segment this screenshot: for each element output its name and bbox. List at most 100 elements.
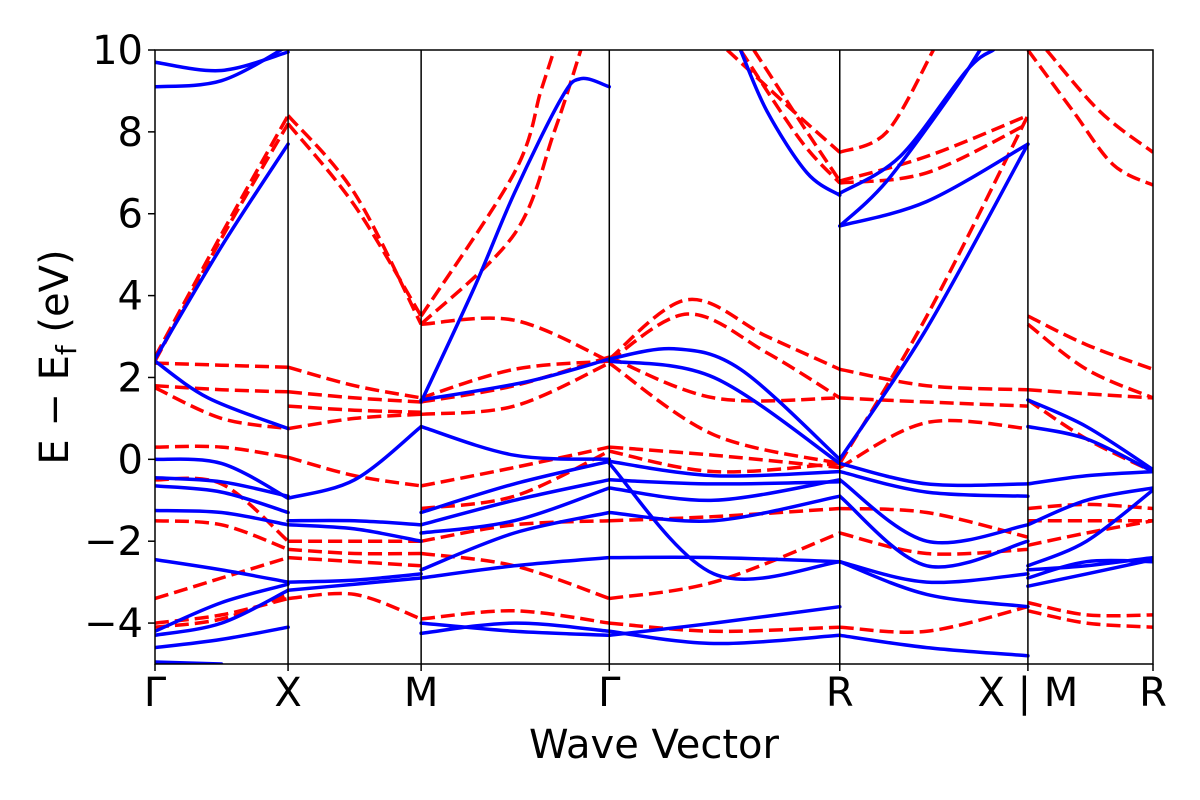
solid-bands-line <box>738 50 842 198</box>
solid-bands-line <box>607 459 842 478</box>
solid-bands-line <box>419 621 612 636</box>
solid-bands-line <box>155 142 290 361</box>
solid-bands-line <box>838 461 1030 488</box>
solid-bands-line <box>838 142 1030 228</box>
dashed-bands-line <box>420 445 610 488</box>
solid-bands-line <box>286 424 423 500</box>
dashed-bands-line <box>155 596 289 625</box>
solid-bands-line <box>286 576 423 593</box>
y-tick-label: 8 <box>118 110 143 156</box>
solid-bands-line <box>838 559 1030 585</box>
plot-frame <box>154 49 1154 665</box>
dashed-bands-line <box>155 386 289 431</box>
dashed-bands-line <box>287 365 422 400</box>
solid-bands-line <box>607 478 842 486</box>
dashed-bands-line <box>419 50 556 318</box>
solid-bands-line <box>419 486 612 535</box>
dashed-bands-line <box>608 312 841 400</box>
dashed-bands-line <box>609 531 841 601</box>
dashed-bands-line <box>1027 314 1153 371</box>
dashed-bands-line <box>155 444 289 460</box>
dashed-bands-line <box>839 367 1028 392</box>
solid-bands-line <box>607 359 842 466</box>
solid-bands-line <box>155 625 290 650</box>
y-axis-title-main: E − E <box>32 355 78 465</box>
y-tick-label: 2 <box>118 355 143 401</box>
dashed-bands-line <box>608 355 840 403</box>
y-tick-label: −2 <box>84 519 143 565</box>
solid-bands-line <box>419 621 612 638</box>
dashed-bands-line <box>1045 50 1153 154</box>
solid-bands-line <box>155 582 290 634</box>
x-tick-label: X | M <box>978 670 1079 716</box>
dashed-bands-line <box>155 592 289 629</box>
dashed-bands-line <box>155 476 290 543</box>
dashed-bands-line <box>1027 600 1153 618</box>
solid-bands-line <box>1026 424 1153 474</box>
dashed-bands-line <box>1027 518 1153 548</box>
y-axis-title-subscript: f <box>50 344 83 355</box>
solid-bands-line <box>155 484 290 515</box>
solid-bands-line <box>155 457 290 500</box>
dashed-bands-line <box>420 518 610 543</box>
solid-bands-line <box>419 424 612 462</box>
solid-bands-line <box>838 142 1030 462</box>
solid-bands-line <box>838 469 1030 498</box>
solid-bands-line <box>607 555 842 564</box>
solid-bands-line <box>607 494 842 523</box>
dashed-bands-line <box>421 316 610 363</box>
y-axis-title: E − Ef (eV) <box>32 249 83 464</box>
y-tick-label: 0 <box>118 437 143 483</box>
x-tick-label: R <box>1139 670 1167 716</box>
solid-bands-line <box>155 476 290 498</box>
y-tick-label: −4 <box>84 601 143 647</box>
x-tick-label: X <box>274 670 301 716</box>
solid-bands-line <box>1026 486 1153 527</box>
high-symmetry-lines <box>287 50 1029 664</box>
solid-bands-line <box>1026 557 1153 588</box>
solid-bands-line <box>607 629 842 646</box>
dashed-bands-line <box>155 518 289 552</box>
solid-bands-line <box>419 459 612 515</box>
solid-bands-line <box>838 50 996 196</box>
solid-bands-line <box>1026 469 1153 486</box>
y-tick-label: 6 <box>118 192 143 238</box>
solid-bands-line <box>155 508 290 527</box>
solid-bands-line <box>838 494 1030 569</box>
solid-bands-line <box>1026 398 1153 472</box>
solid-bands-line <box>419 76 612 404</box>
y-tick-label: 4 <box>118 274 143 320</box>
solid-bands-line <box>419 478 612 527</box>
dashed-bands-line <box>420 609 610 625</box>
solid-bands-line <box>286 572 423 584</box>
x-tick-label: R <box>826 670 854 716</box>
dashed-bands-line <box>287 555 422 568</box>
bands-layer <box>155 50 1153 664</box>
y-axis-title-unit: (eV) <box>32 249 78 345</box>
dashed-bands-line <box>287 412 422 431</box>
solid-bands-line <box>419 357 612 402</box>
solid-bands-line <box>838 478 1030 545</box>
x-tick-label: Γ <box>598 670 621 716</box>
dashed-bands-line <box>739 50 842 185</box>
solid-bands-line <box>607 461 842 581</box>
solid-bands-line <box>419 510 612 572</box>
dashed-bands-line <box>155 383 289 394</box>
dashed-bands-line <box>287 390 422 404</box>
dashed-bands-line <box>839 113 1029 183</box>
solid-bands-line <box>155 588 290 638</box>
dashed-bands-line <box>155 555 289 601</box>
x-axis-ticks: Γ X M Γ R X | M R <box>144 664 1167 716</box>
y-tick-label: 10 <box>92 28 143 74</box>
solid-bands-line <box>419 555 612 580</box>
dashed-bands-line <box>287 547 422 556</box>
y-axis-ticks: −4 −2 0 2 4 6 8 10 <box>84 28 155 647</box>
x-tick-label: Γ <box>144 670 167 716</box>
dashed-bands-line <box>839 50 935 154</box>
solid-bands-line <box>838 633 1030 658</box>
dashed-bands-line <box>839 396 1028 408</box>
solid-bands-line <box>1026 488 1153 568</box>
solid-bands-line <box>286 518 423 527</box>
solid-bands-line <box>155 557 290 584</box>
